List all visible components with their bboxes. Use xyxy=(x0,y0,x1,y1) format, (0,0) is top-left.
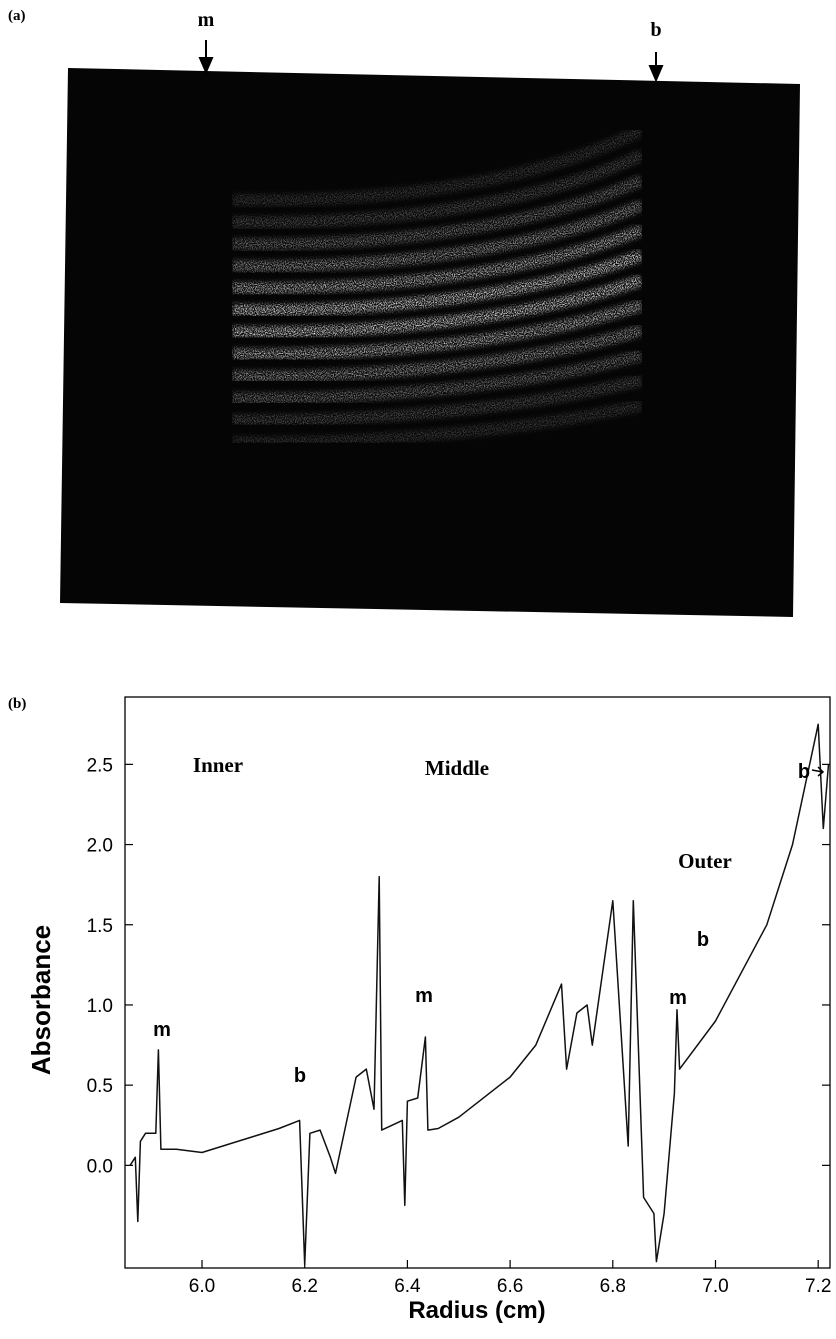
marker-label: m xyxy=(198,9,215,31)
panel-label: (b) xyxy=(8,696,26,712)
annotation: m xyxy=(415,985,433,1007)
y-tick-label: 2.5 xyxy=(87,755,113,776)
annotation: m xyxy=(669,987,687,1009)
fringe xyxy=(231,349,644,405)
x-tick-label: 7.0 xyxy=(702,1276,728,1297)
fringe xyxy=(231,149,645,229)
annotation: b xyxy=(294,1065,306,1087)
x-axis-label: Radius (cm) xyxy=(408,1297,545,1324)
fringe xyxy=(231,399,644,449)
y-tick-label: 1.5 xyxy=(87,916,113,937)
fringe xyxy=(231,224,645,295)
y-axis-label: Absorbance xyxy=(26,925,56,1075)
fringe xyxy=(231,274,644,339)
annotation: m xyxy=(153,1019,171,1041)
fringe xyxy=(231,374,644,427)
y-tick-label: 0.5 xyxy=(87,1076,113,1097)
x-tick-label: 6.4 xyxy=(394,1276,421,1297)
x-tick-label: 6.8 xyxy=(600,1276,626,1297)
y-tick-label: 0.0 xyxy=(87,1156,113,1177)
annotation: b xyxy=(798,761,810,783)
marker-arrows xyxy=(198,40,664,83)
annotation: b xyxy=(697,929,709,951)
marker-label: b xyxy=(650,19,661,41)
x-tick-label: 6.2 xyxy=(292,1276,318,1297)
fringe xyxy=(231,124,645,207)
fringe xyxy=(231,174,645,251)
fringe xyxy=(231,324,644,383)
y-tick-label: 2.0 xyxy=(87,836,113,857)
annotation-arrow xyxy=(811,766,825,777)
y-tick-label: 1.0 xyxy=(87,996,113,1017)
absorbance-line xyxy=(129,723,830,1266)
plot-frame xyxy=(124,696,831,1269)
fringe-pattern xyxy=(231,124,645,449)
panel-label: (a) xyxy=(8,8,26,24)
x-tick-label: 7.2 xyxy=(805,1276,831,1297)
annotation: Middle xyxy=(425,756,489,780)
fringe xyxy=(231,299,644,361)
annotation: Outer xyxy=(678,849,732,873)
fringe xyxy=(231,249,645,317)
fringe xyxy=(231,199,645,273)
annotation: Inner xyxy=(193,753,243,777)
x-tick-label: 6.6 xyxy=(497,1276,523,1297)
x-tick-label: 6.0 xyxy=(189,1276,215,1297)
